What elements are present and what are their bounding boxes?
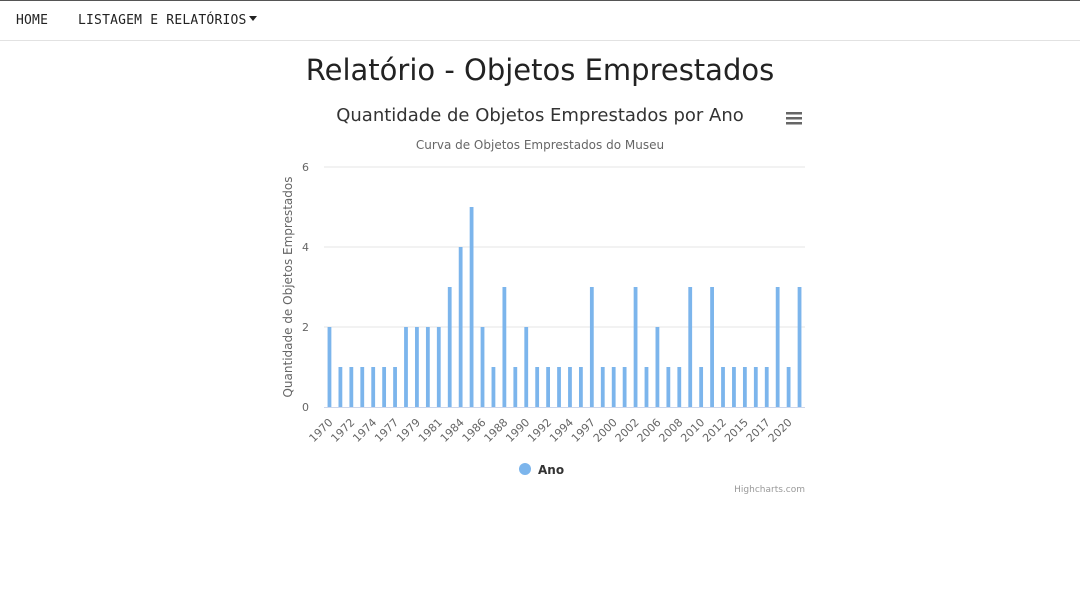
bar[interactable]: [535, 367, 540, 407]
bar[interactable]: [436, 327, 441, 407]
x-tick-label: 1972: [328, 416, 357, 445]
x-tick-label: 1970: [307, 416, 336, 445]
bar[interactable]: [349, 367, 354, 407]
bar[interactable]: [491, 367, 496, 407]
x-tick-label: 2012: [700, 416, 729, 445]
x-tick-label: 1979: [394, 416, 423, 445]
legend-label: Ano: [538, 463, 564, 477]
x-tick-label: 1986: [460, 416, 489, 445]
bar[interactable]: [721, 367, 725, 407]
x-tick-label: 2002: [613, 416, 642, 445]
y-tick-label: 2: [302, 321, 309, 334]
credits-link[interactable]: Highcharts.com: [734, 485, 805, 495]
bar[interactable]: [393, 367, 397, 407]
nav-home-link[interactable]: HOME: [16, 13, 49, 28]
bar[interactable]: [611, 367, 616, 407]
bar[interactable]: [568, 367, 572, 407]
x-tick-label: 1974: [350, 416, 379, 445]
bar[interactable]: [655, 327, 660, 407]
navbar: HOME LISTAGEM E RELATÓRIOS: [0, 1, 1080, 41]
bar[interactable]: [622, 367, 627, 407]
bar[interactable]: [775, 287, 780, 407]
x-tick-label: 2008: [656, 416, 685, 445]
x-tick-label: 2017: [744, 416, 773, 445]
x-tick-label: 1977: [372, 416, 401, 445]
bar[interactable]: [633, 287, 638, 407]
caret-down-icon: [248, 16, 257, 21]
x-tick-label: 1988: [482, 416, 511, 445]
bar[interactable]: [600, 367, 605, 407]
x-tick-label: 1990: [503, 416, 532, 445]
x-tick-label: 2020: [766, 416, 795, 445]
y-tick-label: 6: [302, 161, 309, 174]
x-tick-label: 2010: [678, 416, 707, 445]
hamburger-menu-icon[interactable]: [782, 106, 806, 130]
bar[interactable]: [644, 367, 649, 407]
bar[interactable]: [327, 327, 332, 407]
bar[interactable]: [458, 247, 463, 407]
y-axis-title: Quantidade de Objetos Emprestados: [281, 176, 295, 397]
y-tick-label: 4: [302, 241, 309, 254]
nav-reports-label: LISTAGEM E RELATÓRIOS: [78, 13, 247, 28]
bar[interactable]: [677, 367, 682, 407]
bar[interactable]: [546, 367, 551, 407]
bar[interactable]: [404, 327, 408, 407]
bar[interactable]: [415, 327, 419, 407]
legend-marker: [519, 463, 531, 475]
x-tick-label: 2000: [591, 416, 620, 445]
bar[interactable]: [753, 367, 758, 407]
chart-title: Quantidade de Objetos Emprestados por An…: [336, 105, 744, 126]
x-tick-label: 1992: [525, 416, 554, 445]
x-tick-label: 1984: [438, 416, 467, 445]
bar[interactable]: [666, 367, 671, 407]
bar[interactable]: [371, 367, 376, 407]
bar[interactable]: [742, 367, 747, 407]
bar[interactable]: [710, 287, 714, 407]
bar[interactable]: [513, 367, 518, 407]
y-tick-label: 0: [302, 401, 309, 414]
bar[interactable]: [688, 287, 693, 407]
window-top-border: [0, 0, 1080, 1]
bar[interactable]: [578, 367, 583, 407]
x-tick-label: 1997: [569, 416, 598, 445]
bar[interactable]: [589, 287, 594, 407]
bar[interactable]: [447, 287, 452, 407]
nav-reports-dropdown[interactable]: LISTAGEM E RELATÓRIOS: [78, 13, 257, 28]
bar[interactable]: [425, 327, 430, 407]
x-tick-label: 2006: [635, 416, 664, 445]
bar[interactable]: [469, 207, 474, 407]
bar[interactable]: [557, 367, 561, 407]
x-tick-label: 1981: [416, 416, 445, 445]
bar[interactable]: [786, 367, 791, 407]
bar[interactable]: [360, 367, 365, 407]
bar[interactable]: [480, 327, 485, 407]
chart-subtitle: Curva de Objetos Emprestados do Museu: [416, 138, 664, 152]
bar[interactable]: [699, 367, 704, 407]
bar[interactable]: [524, 327, 529, 407]
bar[interactable]: [797, 287, 802, 407]
page-title: Relatório - Objetos Emprestados: [305, 53, 775, 87]
x-tick-label: 2015: [722, 416, 751, 445]
bar[interactable]: [502, 287, 507, 407]
bar[interactable]: [382, 367, 387, 407]
bar[interactable]: [764, 367, 769, 407]
x-tick-label: 1994: [547, 416, 576, 445]
bar[interactable]: [732, 367, 736, 407]
legend-item-ano[interactable]: Ano: [519, 463, 564, 477]
bar[interactable]: [338, 367, 343, 407]
